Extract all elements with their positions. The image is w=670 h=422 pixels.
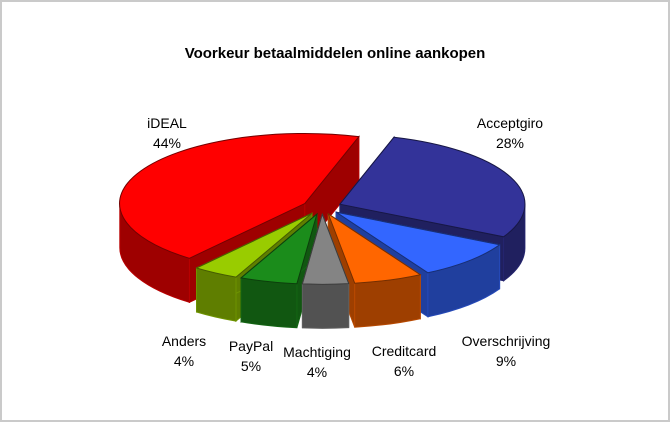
slice-label-overschrijving: Overschrijving 9%: [462, 331, 551, 371]
pie-slice-paypal[interactable]: [239, 212, 318, 285]
slice-label-percent: 5%: [240, 358, 262, 374]
slice-label-name: Creditcard: [371, 343, 437, 359]
pie-slice-machtiging[interactable]: [301, 212, 350, 285]
slice-label-name: Acceptgiro: [476, 115, 544, 131]
pie-slice-side-machtiging: [301, 283, 350, 329]
chart-title: Voorkeur betaalmiddelen online aankopen: [184, 45, 486, 62]
pie-slice-acceptgiro[interactable]: [338, 136, 526, 238]
pie-slice-ideal[interactable]: [119, 133, 360, 259]
pie-slice-creditcard[interactable]: [327, 212, 422, 284]
slice-label-ideal: iDEAL 44%: [147, 113, 187, 153]
slice-label-percent: 28%: [495, 135, 525, 151]
slice-label-name: iDEAL: [147, 115, 187, 131]
slice-label-percent: 4%: [173, 353, 195, 369]
slice-label-name: Machtiging: [283, 344, 351, 360]
slice-label-percent: 9%: [495, 353, 517, 369]
pie-slice-side-paypal: [240, 277, 298, 329]
slice-label-name: Anders: [161, 333, 207, 349]
slice-label-percent: 4%: [306, 364, 328, 380]
slice-label-anders: Anders 4%: [162, 331, 206, 371]
slice-label-acceptgiro: Acceptgiro 28%: [477, 113, 543, 153]
pie-slice-overschrijving[interactable]: [335, 211, 501, 274]
slice-label-machtiging: Machtiging 4%: [283, 342, 351, 382]
slice-label-creditcard: Creditcard 6%: [372, 341, 437, 381]
slice-label-paypal: PayPal 5%: [229, 336, 273, 376]
slice-label-percent: 44%: [152, 135, 182, 151]
slice-label-percent: 6%: [393, 363, 415, 379]
slice-label-name: PayPal: [228, 338, 274, 354]
slice-label-name: Overschrijving: [461, 333, 551, 349]
pie-slice-anders[interactable]: [195, 212, 313, 278]
